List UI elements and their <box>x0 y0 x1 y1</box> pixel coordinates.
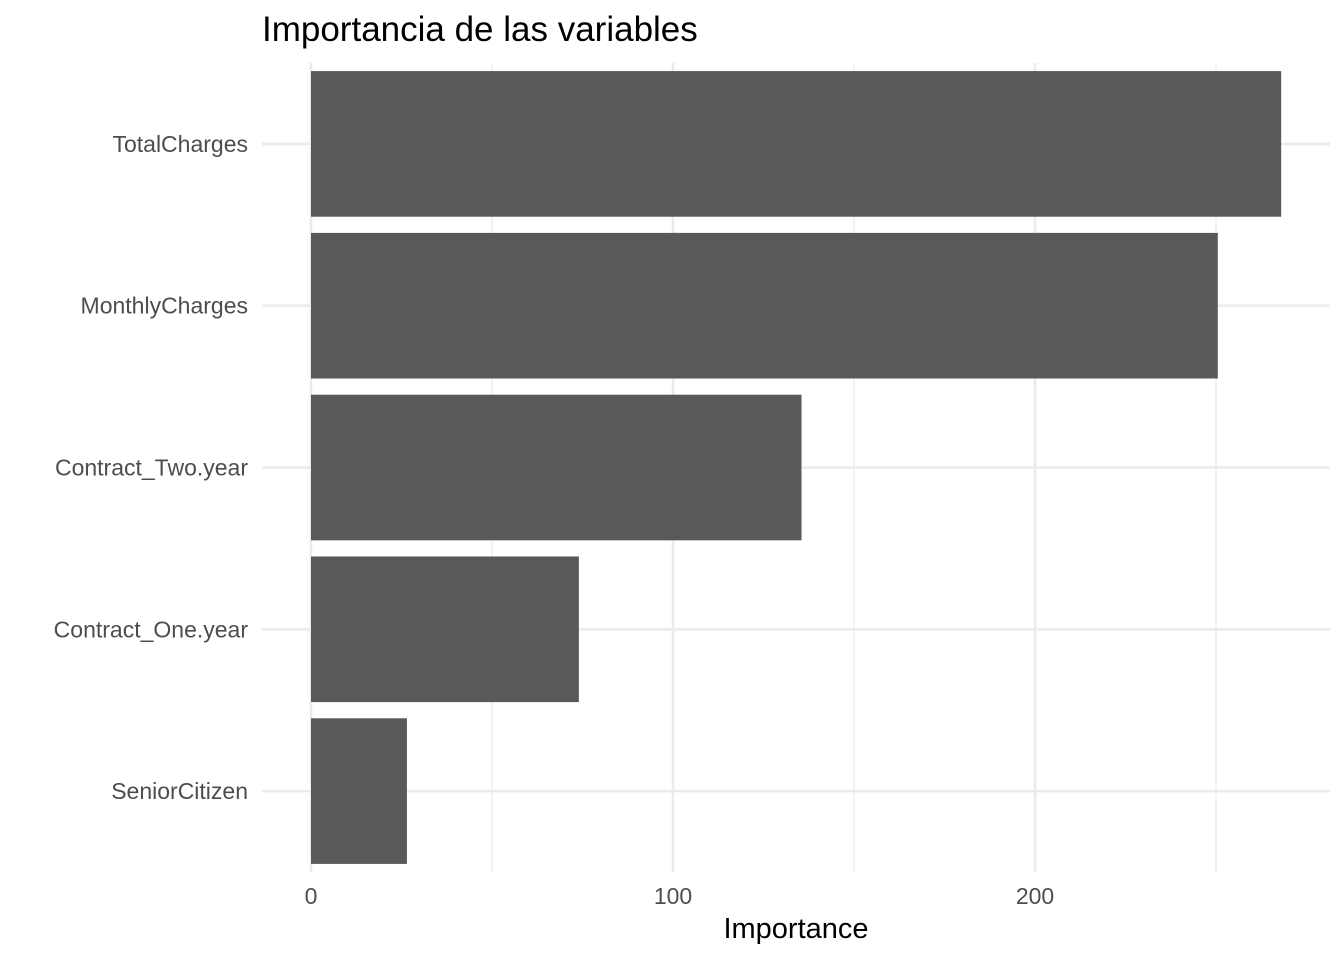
bar-totalcharges <box>311 71 1282 217</box>
y-tick-label: SeniorCitizen <box>111 778 248 804</box>
bar-seniorcitizen <box>311 718 407 864</box>
y-axis-tick-labels: TotalCharges MonthlyCharges Contract_Two.y… <box>54 131 249 804</box>
x-tick-label: 0 <box>305 883 318 909</box>
y-tick-label: TotalCharges <box>112 131 248 157</box>
x-axis-tick-labels: 0 100 200 <box>305 883 1055 909</box>
x-tick-label: 200 <box>1016 883 1054 909</box>
y-tick-label: MonthlyCharges <box>81 293 248 319</box>
bar-contract-two-year <box>311 394 802 541</box>
y-tick-label: Contract_Two.year <box>55 455 248 481</box>
x-axis-title: Importance <box>723 913 868 945</box>
chart-title: Importancia de las variables <box>262 10 698 49</box>
bars <box>311 71 1282 864</box>
bar-contract-one-year <box>311 556 579 703</box>
y-tick-label: Contract_One.year <box>54 616 249 642</box>
x-tick-label: 100 <box>654 883 692 909</box>
bar-monthlycharges <box>311 232 1218 379</box>
